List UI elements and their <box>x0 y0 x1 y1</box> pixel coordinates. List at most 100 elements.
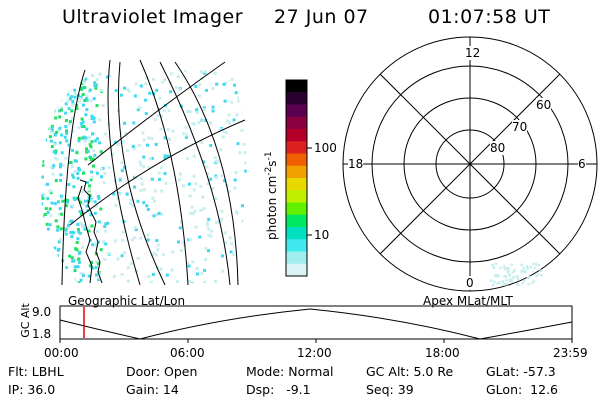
emission-pixel <box>136 199 140 203</box>
emission-pixel <box>169 90 173 94</box>
colorbar-band <box>286 165 307 179</box>
polar-emission-pixel <box>521 282 524 285</box>
emission-pixel <box>43 70 47 74</box>
emission-pixel <box>163 157 167 161</box>
emission-pixel <box>221 135 225 139</box>
info-seq: Seq: 39 <box>366 382 414 397</box>
emission-pixel <box>169 72 173 76</box>
emission-pixel <box>75 107 79 110</box>
emission-pixel <box>54 103 58 107</box>
emission-pixel <box>239 278 242 281</box>
emission-pixel <box>63 73 67 77</box>
emission-pixel <box>48 105 52 109</box>
emission-pixel <box>177 240 180 244</box>
emission-pixel <box>92 149 96 153</box>
emission-pixel <box>53 92 57 96</box>
emission-pixel <box>53 133 57 137</box>
emission-pixel <box>104 132 108 136</box>
emission-pixel <box>156 243 160 247</box>
emission-pixel <box>88 238 92 242</box>
emission-pixel <box>242 142 246 146</box>
emission-pixel <box>190 282 194 283</box>
polar-emission-pixel <box>510 278 514 282</box>
emission-pixel <box>97 271 101 275</box>
altitude-xtick-1200: 12:00 <box>297 346 332 360</box>
emission-pixel <box>152 92 156 96</box>
emission-pixel <box>184 136 188 139</box>
emission-pixel <box>75 150 79 154</box>
emission-pixel <box>97 220 101 224</box>
emission-pixel <box>92 97 96 101</box>
emission-pixel <box>97 284 100 287</box>
emission-pixel <box>64 198 68 202</box>
emission-pixel <box>51 81 55 85</box>
emission-pixel <box>152 214 156 218</box>
polar-emission-pixel <box>524 271 527 274</box>
emission-pixel <box>49 139 53 143</box>
emission-pixel <box>60 81 64 85</box>
emission-pixel <box>62 275 66 279</box>
emission-pixel <box>41 103 44 106</box>
altitude-ylabel: GC Alt <box>18 303 32 338</box>
emission-pixel <box>185 133 189 137</box>
polar-emission-pixel <box>520 263 523 267</box>
emission-pixel <box>209 234 213 238</box>
polar-emission-pixel <box>497 274 500 278</box>
emission-pixel <box>104 222 108 226</box>
emission-pixel <box>88 156 92 159</box>
emission-pixel <box>203 70 207 73</box>
emission-pixel <box>213 71 217 75</box>
emission-pixel <box>141 66 144 69</box>
emission-pixel <box>152 77 155 81</box>
emission-pixel <box>54 134 58 137</box>
emission-pixel <box>56 157 59 161</box>
emission-pixel <box>177 178 181 182</box>
emission-pixel <box>57 279 61 283</box>
emission-pixel <box>63 279 67 283</box>
emission-pixel <box>81 223 84 227</box>
emission-pixel <box>46 210 50 214</box>
emission-pixel <box>94 252 98 256</box>
emission-pixel <box>230 279 233 283</box>
emission-pixel <box>41 202 44 206</box>
emission-pixel <box>218 218 222 222</box>
emission-pixel <box>192 174 196 178</box>
emission-pixel <box>93 139 97 143</box>
emission-pixel <box>64 102 68 106</box>
emission-pixel <box>67 221 71 225</box>
emission-pixel <box>56 260 60 264</box>
emission-pixel <box>97 278 101 282</box>
emission-pixel <box>121 238 125 242</box>
instrument-title: Ultraviolet Imager <box>62 6 244 28</box>
emission-pixel <box>241 109 245 113</box>
emission-pixel <box>77 251 81 255</box>
emission-pixel <box>77 281 81 283</box>
emission-pixel <box>163 282 167 283</box>
emission-pixel <box>81 103 85 107</box>
emission-pixel <box>207 217 211 221</box>
emission-pixel <box>237 280 241 283</box>
emission-pixel <box>178 87 182 91</box>
polar-emission-pixel <box>537 264 540 267</box>
emission-pixel <box>211 87 215 90</box>
emission-pixel <box>81 93 85 96</box>
polar-emission-pixel <box>522 270 526 273</box>
emission-pixel <box>41 239 45 243</box>
emission-pixel <box>70 230 74 234</box>
emission-pixel <box>41 105 45 109</box>
emission-pixel <box>78 168 81 172</box>
polar-emission-pixel <box>504 267 508 270</box>
mlt-label-18: 18 <box>348 157 364 171</box>
emission-pixel <box>56 228 60 232</box>
emission-pixel <box>83 139 87 143</box>
emission-pixel <box>139 189 143 192</box>
emission-pixel <box>93 211 97 215</box>
emission-pixel <box>73 92 77 96</box>
emission-pixel <box>178 172 182 176</box>
altitude-ytick-low: 1.8 <box>32 327 52 341</box>
emission-pixel <box>70 219 74 223</box>
emission-pixel <box>159 127 163 131</box>
emission-pixel <box>76 94 80 98</box>
emission-pixel <box>81 245 85 249</box>
emission-pixel <box>92 116 96 120</box>
